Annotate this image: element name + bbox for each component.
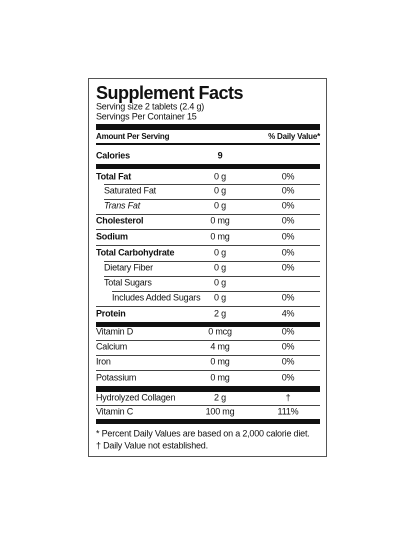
nutrient-name: Total Carbohydrate <box>96 247 175 258</box>
amount: 0 mg <box>210 215 230 226</box>
rule-thick <box>96 164 320 169</box>
nutrient-name: Hydrolyzed Collagen <box>96 392 176 403</box>
column-header: Amount Per Serving <box>96 132 170 141</box>
amount: 2 g <box>214 308 226 319</box>
amount: 0 mg <box>210 231 230 242</box>
nutrient-name: Potassium <box>96 372 137 383</box>
rule-thin <box>104 261 320 262</box>
nutrient-name: Iron <box>96 356 111 367</box>
amount: 100 mg <box>205 406 235 417</box>
rule-thin <box>96 245 320 246</box>
rule-thin <box>96 229 320 230</box>
rule-thin <box>104 184 320 185</box>
daily-value: 0% <box>281 200 295 211</box>
footnote: † Daily Value not established. <box>96 440 208 451</box>
rule-thick <box>96 143 320 145</box>
rule-thin <box>104 276 320 277</box>
label-border <box>88 78 327 457</box>
rule-thin <box>96 370 320 371</box>
amount: 0 g <box>214 247 226 258</box>
daily-value: 0% <box>281 171 295 182</box>
nutrient-name: Cholesterol <box>96 215 144 226</box>
nutrient-name: Trans Fat <box>104 200 141 211</box>
nutrient-name: Protein <box>96 308 126 319</box>
daily-value: 0% <box>281 326 295 337</box>
amount: 0 mg <box>210 372 230 383</box>
rule-thick <box>96 386 320 392</box>
nutrient-name: Vitamin D <box>96 326 134 337</box>
nutrient-name: Vitamin C <box>96 406 134 417</box>
amount: 0 g <box>214 185 226 196</box>
nutrient-name: Sodium <box>96 231 128 242</box>
nutrient-name: Calcium <box>96 341 128 352</box>
nutrient-name: Total Fat <box>96 171 132 182</box>
amount: 9 <box>217 150 223 161</box>
rule-thick <box>96 124 320 130</box>
daily-value: † <box>285 392 291 403</box>
daily-value: 0% <box>281 215 295 226</box>
daily-value: 0% <box>281 231 295 242</box>
footnote: * Percent Daily Values are based on a 2,… <box>96 428 310 439</box>
nutrient-name: Total Sugars <box>104 277 152 288</box>
daily-value: 0% <box>281 372 295 383</box>
serving-size: Serving size 2 tablets (2.4 g) <box>96 101 205 112</box>
amount: 0 mcg <box>208 326 232 337</box>
rule-thin <box>96 355 320 356</box>
amount: 0 g <box>214 171 226 182</box>
rule-thin <box>96 306 320 307</box>
daily-value: 0% <box>281 262 295 273</box>
daily-value: 4% <box>281 308 295 319</box>
amount: 0 g <box>214 292 226 303</box>
daily-value: 0% <box>281 185 295 196</box>
daily-value: 0% <box>281 341 295 352</box>
title: Supplement Facts <box>96 83 244 103</box>
rule-thin <box>96 214 320 215</box>
amount: 2 g <box>214 392 226 403</box>
rule-thick <box>96 419 320 424</box>
amount: 0 g <box>214 200 226 211</box>
rule-thin <box>112 291 320 292</box>
nutrient-name: Saturated Fat <box>104 185 156 196</box>
rule-thin <box>104 199 320 200</box>
daily-value: 0% <box>281 356 295 367</box>
rule-thin <box>96 340 320 341</box>
amount: 0 g <box>214 277 226 288</box>
daily-value: 111% <box>277 406 299 417</box>
column-header: % Daily Value* <box>268 132 320 141</box>
nutrient-name: Calories <box>96 150 130 161</box>
amount: 0 mg <box>210 356 230 367</box>
servings-per-container: Servings Per Container 15 <box>96 111 197 122</box>
amount: 0 g <box>214 262 226 273</box>
rule-thick <box>96 322 320 327</box>
amount: 4 mg <box>210 341 230 352</box>
daily-value: 0% <box>281 247 295 258</box>
nutrient-name: Includes Added Sugars <box>112 292 201 303</box>
nutrient-name: Dietary Fiber <box>104 262 153 273</box>
daily-value: 0% <box>281 292 295 303</box>
rule-thin <box>96 405 320 406</box>
